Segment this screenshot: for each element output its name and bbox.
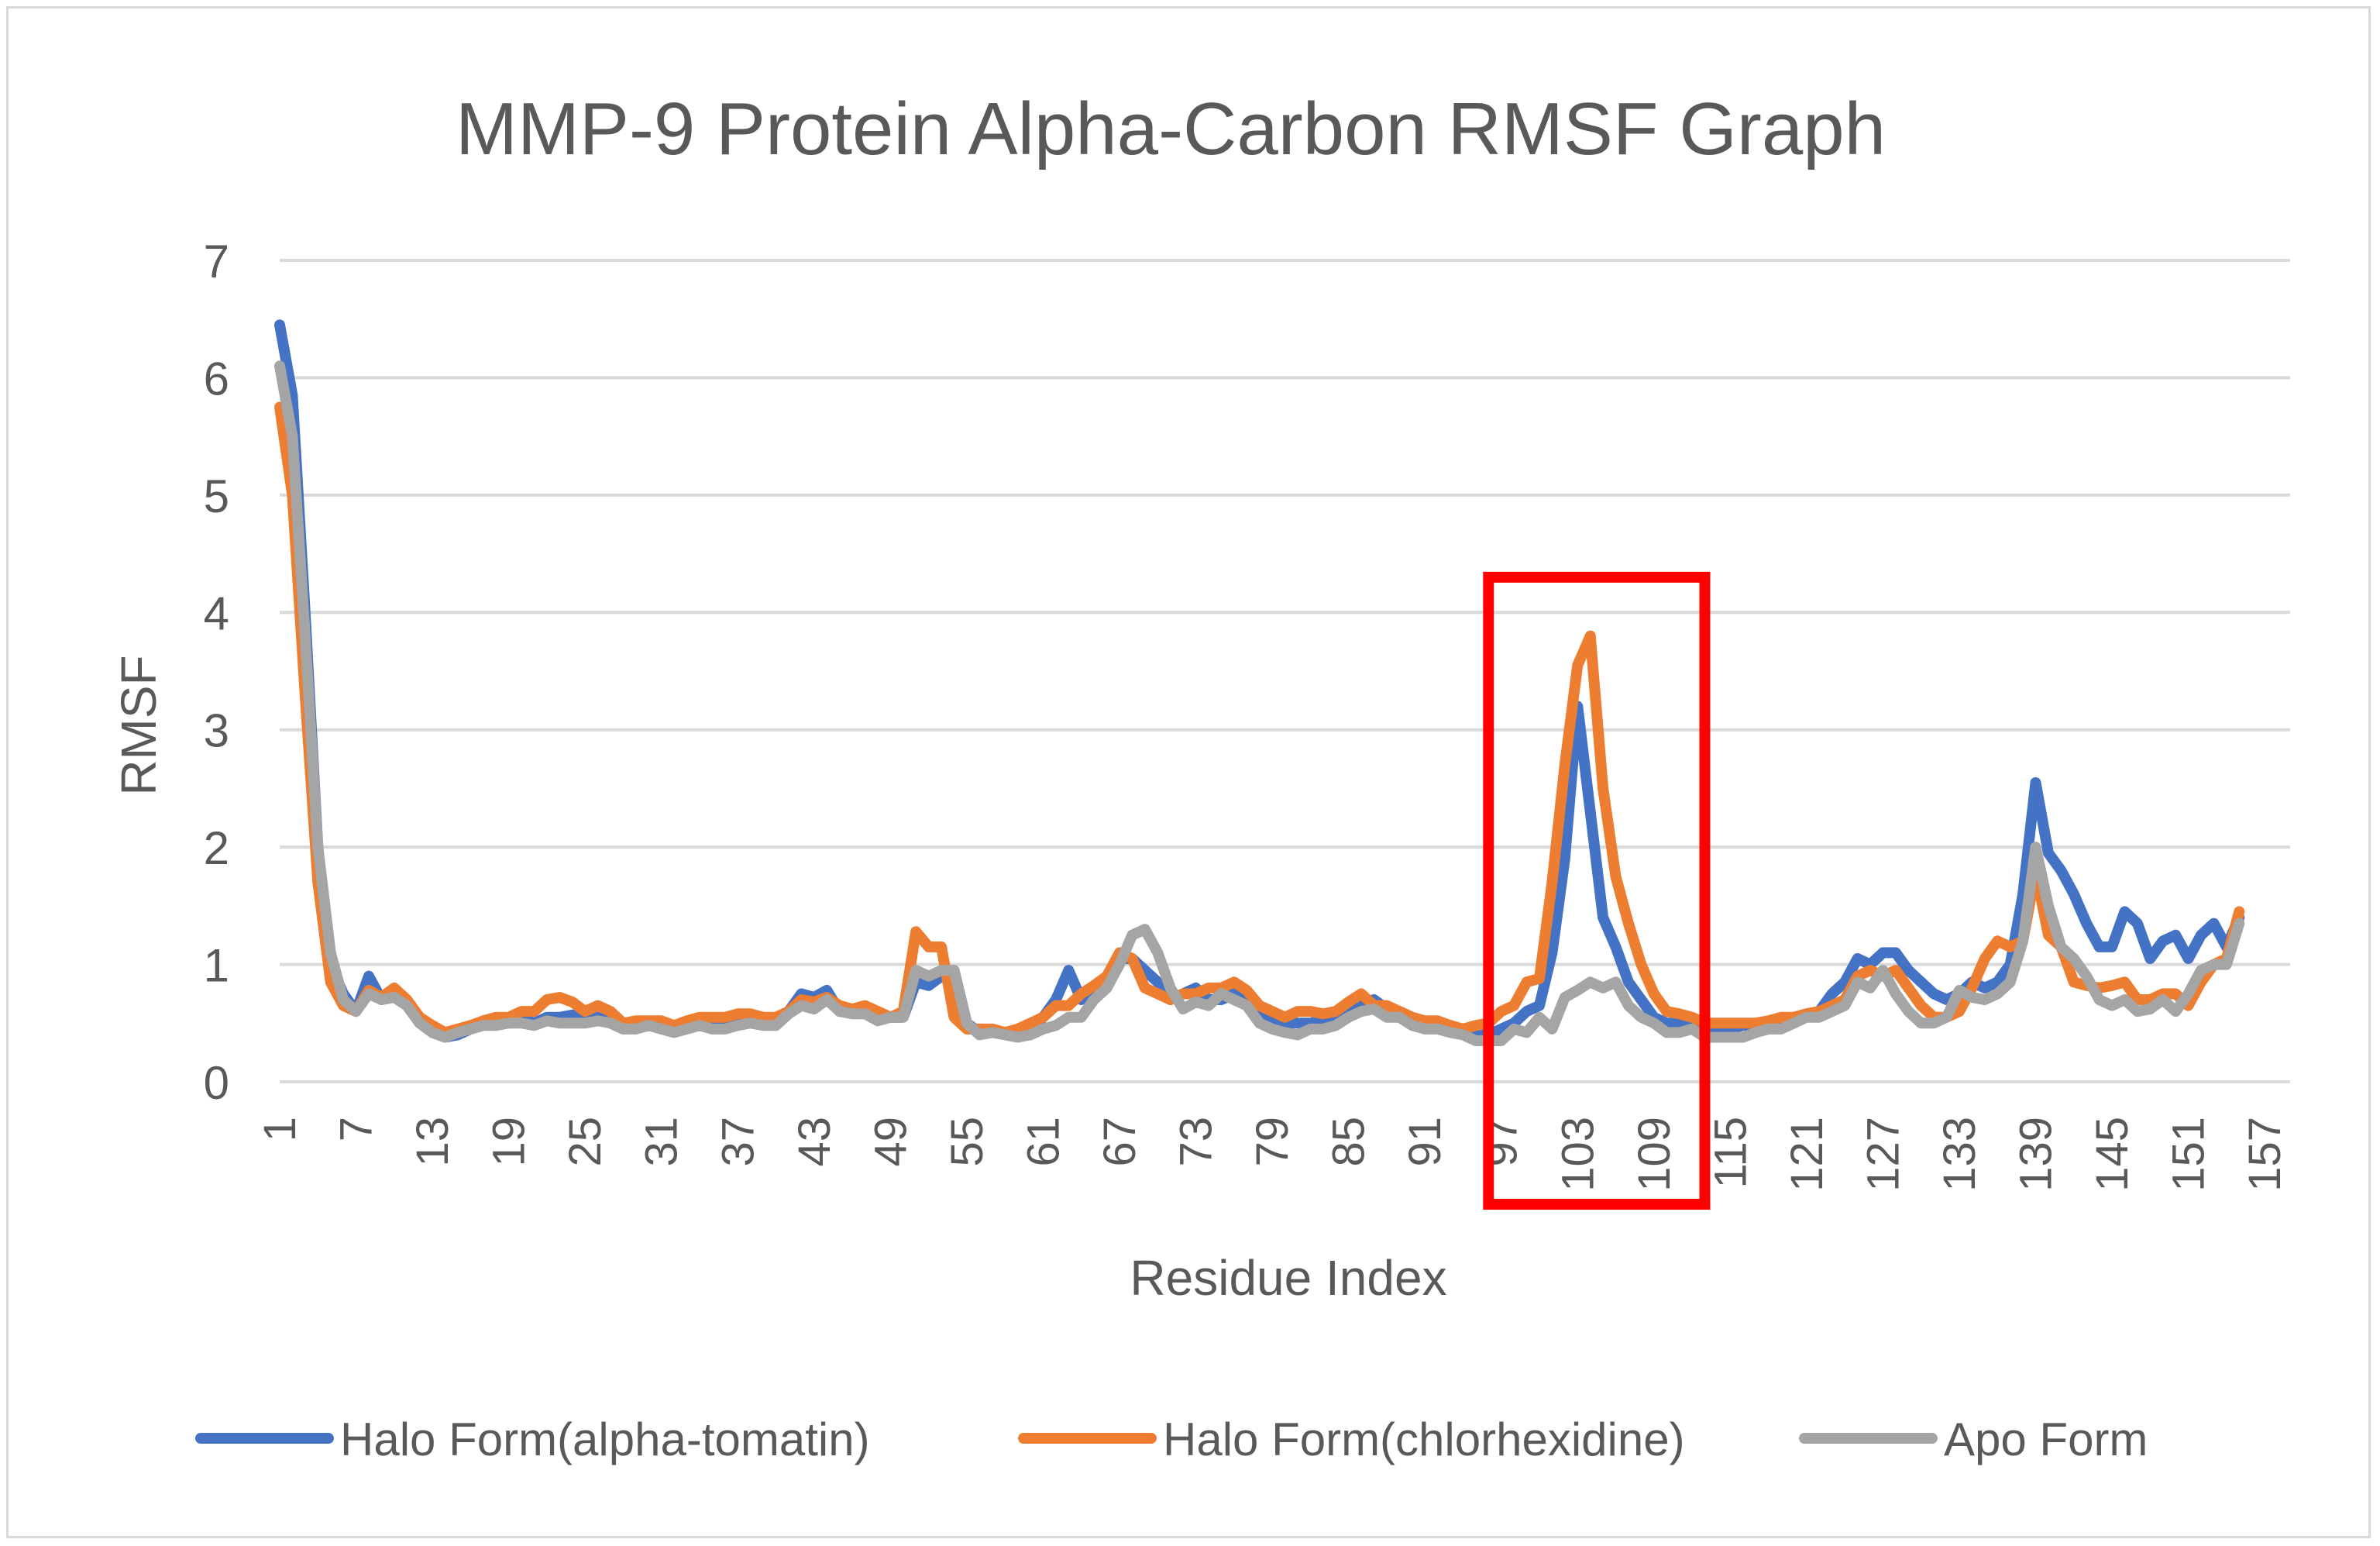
y-tick-label: 4 <box>204 587 229 639</box>
y-tick-label: 6 <box>204 353 229 405</box>
x-tick-label: 73 <box>1171 1117 1222 1167</box>
x-tick-label: 145 <box>2087 1117 2138 1192</box>
chart-title: MMP-9 Protein Alpha-Carbon RMSF Graph <box>456 88 1886 170</box>
y-tick-label: 7 <box>204 236 229 288</box>
x-tick-label: 103 <box>1553 1117 1603 1192</box>
x-tick-label: 85 <box>1324 1117 1374 1167</box>
legend-label-2: Apo Form <box>1944 1413 2148 1465</box>
x-tick-label: 37 <box>713 1117 763 1167</box>
y-tick-label: 5 <box>204 470 229 522</box>
x-axis-label: Residue Index <box>1130 1250 1446 1306</box>
y-axis-label: RMSF <box>111 655 167 795</box>
x-tick-label: 79 <box>1247 1117 1298 1167</box>
legend-label-0: Halo Form(alpha-tomatin) <box>340 1413 870 1465</box>
x-tick-label: 61 <box>1018 1117 1068 1167</box>
x-tick-label: 49 <box>865 1117 916 1167</box>
highlight-region-box <box>1483 571 1711 1210</box>
x-tick-label: 127 <box>1858 1117 1908 1192</box>
x-tick-label: 157 <box>2240 1117 2290 1192</box>
series-line-0 <box>274 319 2245 1043</box>
y-axis-ticks: 0 1 2 3 4 5 6 7 <box>204 236 229 1109</box>
x-tick-label: 43 <box>789 1117 840 1167</box>
x-axis-ticks: 1 7 13 19 25 31 37 43 49 55 61 67 73 79 85 91 97 103 109 11… <box>255 1117 2290 1192</box>
x-tick-label: 31 <box>637 1117 687 1167</box>
x-tick-label: 7 <box>332 1117 382 1141</box>
x-tick-label: 13 <box>408 1117 458 1167</box>
x-tick-label: 91 <box>1400 1117 1450 1167</box>
x-tick-label: 55 <box>942 1117 992 1167</box>
y-tick-label: 1 <box>204 940 229 992</box>
series-line-2 <box>274 360 2245 1046</box>
x-tick-label: 151 <box>2164 1117 2214 1192</box>
x-tick-label: 121 <box>1782 1117 1832 1192</box>
series-line-1 <box>274 401 2245 1038</box>
x-tick-label: 67 <box>1095 1117 1145 1167</box>
legend: Halo Form(alpha-tomatin) Halo Form(chlorh… <box>195 1413 2148 1465</box>
gridlines <box>280 259 2290 1083</box>
x-tick-label: 109 <box>1629 1117 1680 1192</box>
x-tick-label: 139 <box>2011 1117 2062 1192</box>
y-tick-label: 3 <box>204 705 229 757</box>
series-lines <box>274 319 2245 1046</box>
y-tick-label: 2 <box>204 822 229 874</box>
legend-label-1: Halo Form(chlorhexidine) <box>1163 1413 1685 1465</box>
x-tick-label: 19 <box>484 1117 535 1167</box>
x-tick-label: 115 <box>1705 1117 1756 1188</box>
x-tick-label: 1 <box>255 1117 305 1141</box>
x-tick-label: 25 <box>560 1117 610 1167</box>
y-tick-label: 0 <box>204 1057 229 1109</box>
x-tick-label: 133 <box>1935 1117 1985 1192</box>
